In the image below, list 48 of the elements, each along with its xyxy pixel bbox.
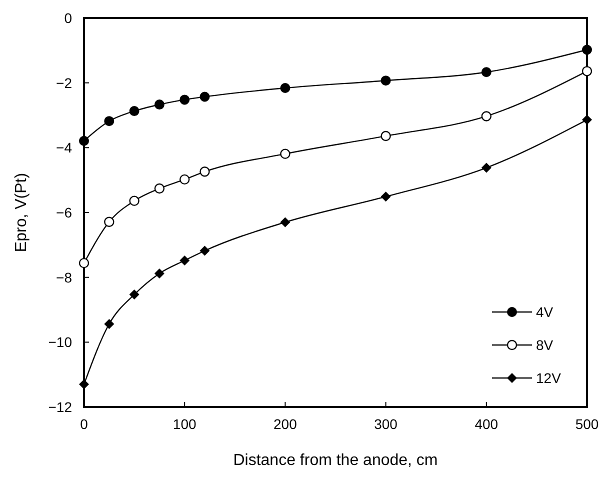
point [280, 217, 290, 228]
legend-label: 8V [536, 337, 554, 353]
point [582, 66, 592, 76]
x-tick-label: 300 [374, 416, 398, 432]
point [129, 290, 140, 300]
point [582, 44, 592, 55]
y-tick-label: −12 [48, 399, 72, 415]
point [280, 83, 290, 94]
point [78, 258, 90, 268]
point [380, 192, 391, 202]
x-tick-label: 400 [474, 416, 498, 432]
point [104, 116, 114, 126]
point [481, 67, 492, 78]
point [380, 76, 391, 86]
point [481, 162, 492, 173]
point [582, 114, 592, 125]
y-tick-label: −10 [48, 334, 72, 350]
y-axis-title: Epro, V(Pt) [13, 172, 30, 252]
point [79, 379, 89, 390]
point [200, 246, 210, 256]
point [180, 255, 190, 266]
point [380, 130, 391, 142]
x-tick-label: 0 [80, 416, 88, 432]
point [129, 196, 140, 206]
point [200, 92, 210, 102]
point [481, 111, 492, 122]
legend-label: 12V [536, 370, 562, 386]
point [280, 148, 290, 159]
y-tick-label: −2 [56, 74, 72, 91]
point [104, 216, 114, 227]
x-tick-label: 500 [575, 416, 599, 432]
x-tick-label: 200 [274, 416, 298, 432]
point [129, 106, 140, 116]
point [104, 319, 114, 330]
y-tick-label: −6 [56, 204, 72, 220]
y-tick-label: 0 [64, 10, 72, 26]
point [180, 174, 190, 185]
point [154, 183, 165, 194]
y-tick-label: −8 [56, 269, 72, 286]
y-tick-label: −4 [56, 140, 72, 156]
point [154, 268, 164, 278]
point [79, 136, 89, 146]
legend-label: 4V [536, 304, 554, 320]
point [200, 166, 210, 177]
point [180, 94, 190, 105]
x-axis-title: Distance from the anode, cm [233, 452, 438, 469]
x-tick-label: 100 [172, 416, 196, 432]
point [154, 100, 164, 110]
